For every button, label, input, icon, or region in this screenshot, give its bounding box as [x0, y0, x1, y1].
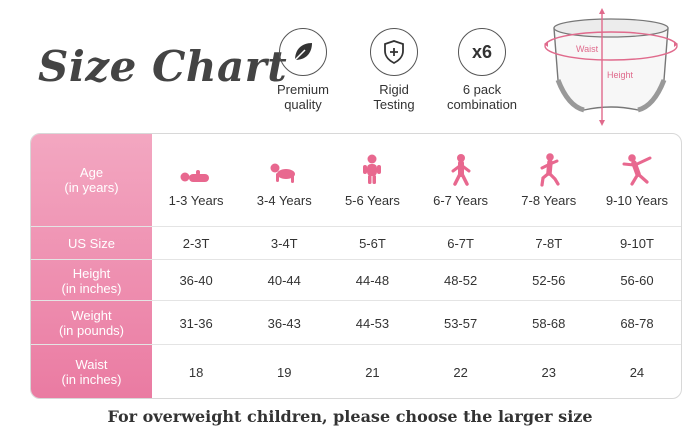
us-size-cell: 3-4T: [270, 236, 298, 251]
feature-label-line2: combination: [446, 97, 518, 112]
size-table: Age (in years) 1-3 Years 3-4 Years: [30, 133, 682, 399]
row-header-line: Waist: [75, 357, 108, 372]
row-header-line: (in inches): [61, 372, 122, 387]
age-label: 3-4 Years: [256, 192, 312, 208]
age-cell: 7-8 Years: [505, 152, 593, 208]
height-cell: 40-44: [267, 273, 301, 288]
height-label: Height: [607, 70, 634, 80]
table-row-us-size: US Size 2-3T 3-4T 5-6T 6-7T 7-8T 9-10T: [31, 226, 681, 260]
underwear-diagram: Waist Height: [544, 8, 678, 126]
weight-cell: 68-78: [620, 315, 654, 331]
shield-plus-icon: [370, 28, 418, 76]
us-size-cell: 7-8T: [535, 236, 563, 251]
page-title: Size Chart: [38, 42, 288, 91]
row-header-line: US Size: [68, 236, 115, 251]
baby-lying-icon: [180, 169, 210, 182]
feature-premium-quality: Premium quality: [258, 28, 348, 112]
waist-cell: 18: [188, 364, 204, 380]
row-header-height: Height (in inches): [31, 266, 152, 296]
row-header-waist: Waist (in inches): [31, 357, 152, 387]
row-header-line: (in inches): [61, 280, 122, 296]
us-size-cell: 6-7T: [447, 236, 474, 251]
row-header-line: (in years): [64, 180, 119, 195]
weight-cell: 53-57: [443, 315, 478, 331]
age-cell: 3-4 Years: [240, 153, 328, 208]
height-cell: 52-56: [532, 273, 566, 288]
age-cell: 9-10 Years: [593, 153, 681, 208]
weight-cell: 31-36: [179, 315, 213, 331]
toddler-standing-icon: [363, 154, 382, 184]
table-row-height: Height (in inches) 36-40 40-44 44-48 48-…: [31, 259, 681, 301]
age-label: 5-6 Years: [344, 192, 400, 208]
row-header-line: Age: [79, 165, 104, 180]
height-cell: 44-48: [355, 273, 390, 288]
row-header-line: (in pounds): [58, 323, 125, 338]
feature-label-line1: Premium: [276, 82, 329, 97]
row-header-us-size: US Size: [31, 236, 152, 251]
row-header-weight: Weight (in pounds): [31, 308, 152, 338]
us-size-cell: 2-3T: [182, 236, 210, 251]
age-label: 1-3 Years: [168, 192, 224, 208]
age-label: 6-7 Years: [433, 192, 489, 208]
feature-rigid-testing: Rigid Testing: [349, 28, 439, 112]
waist-cell: 23: [541, 364, 556, 380]
weight-cell: 36-43: [267, 315, 301, 331]
waist-cell: 24: [629, 364, 645, 380]
weight-cell: 44-53: [355, 315, 390, 331]
age-cell: 1-3 Years: [152, 153, 240, 208]
height-cell: 56-60: [620, 273, 654, 288]
age-label: 7-8 Years: [521, 192, 577, 208]
table-row-age: Age (in years) 1-3 Years 3-4 Years: [31, 134, 681, 226]
waist-cell: 19: [277, 364, 292, 380]
us-size-cell: 5-6T: [359, 236, 386, 251]
table-row-waist: Waist (in inches) 18 19 21 22 23 24: [31, 344, 681, 398]
waist-cell: 21: [365, 364, 380, 380]
x6-icon: x6: [458, 28, 506, 76]
waist-cell: 22: [453, 364, 468, 380]
age-cell: 5-6 Years: [328, 153, 416, 208]
row-header-line: Weight: [71, 308, 112, 323]
weight-cell: 58-68: [532, 315, 566, 331]
feature-label-line2: quality: [284, 97, 322, 112]
feature-label-line1: 6 pack: [462, 82, 502, 97]
age-label: 9-10 Years: [605, 192, 669, 208]
row-header-age: Age (in years): [31, 165, 152, 195]
footer-note: For overweight children, please choose t…: [107, 407, 593, 426]
feature-6-pack: x6 6 pack combination: [437, 28, 527, 112]
leaf-icon: [279, 28, 327, 76]
waist-label: Waist: [576, 44, 599, 54]
child-jumping-icon: [622, 153, 652, 186]
child-walking-icon: [451, 153, 471, 186]
feature-label-line1: Rigid: [379, 82, 409, 97]
height-cell: 36-40: [179, 273, 213, 288]
row-header-line: Height: [72, 265, 111, 281]
height-cell: 48-52: [443, 273, 478, 288]
table-row-weight: Weight (in pounds) 31-36 36-43 44-53 53-…: [31, 300, 681, 345]
feature-label-line2: Testing: [373, 97, 415, 112]
us-size-cell: 9-10T: [619, 236, 654, 251]
child-running-icon: [540, 152, 560, 187]
row-header-column: [31, 134, 152, 398]
baby-crawling-icon: [270, 163, 296, 183]
age-cell: 6-7 Years: [417, 153, 505, 208]
